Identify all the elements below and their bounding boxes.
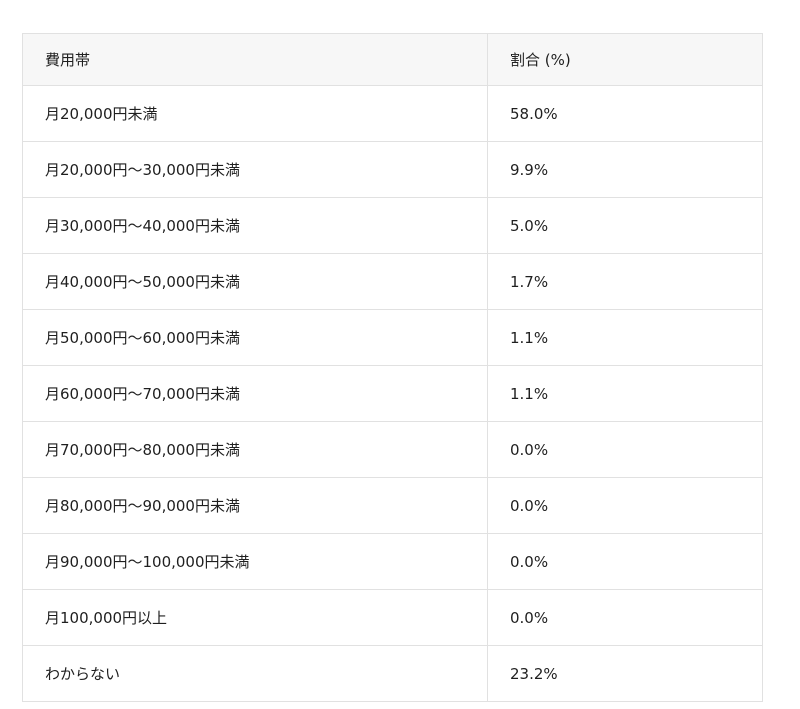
table-row: わからない 23.2%	[22, 645, 763, 702]
cost-band-cell: 月70,000円〜80,000円未満	[22, 421, 488, 478]
table-row: 月30,000円〜40,000円未満 5.0%	[22, 197, 763, 254]
percentage-cell: 0.0%	[487, 421, 763, 478]
percentage-cell: 0.0%	[487, 533, 763, 590]
percentage-cell: 5.0%	[487, 197, 763, 254]
cost-band-cell: 月20,000円未満	[22, 85, 488, 142]
table-body: 月20,000円未満 58.0% 月20,000円〜30,000円未満 9.9% 月30…	[22, 85, 763, 702]
percentage-cell: 1.1%	[487, 309, 763, 366]
cost-band-cell: 月40,000円〜50,000円未満	[22, 253, 488, 310]
percentage-cell: 9.9%	[487, 141, 763, 198]
percentage-cell: 1.1%	[487, 365, 763, 422]
table-row: 月90,000円〜100,000円未満 0.0%	[22, 533, 763, 590]
cost-band-cell: わからない	[22, 645, 488, 702]
table-header: 費用帯 割合 (%)	[22, 33, 763, 86]
cost-distribution-table: 費用帯 割合 (%) 月20,000円未満 58.0% 月20,000円〜30,00…	[22, 33, 763, 702]
table-row: 月50,000円〜60,000円未満 1.1%	[22, 309, 763, 366]
table-row: 月60,000円〜70,000円未満 1.1%	[22, 365, 763, 422]
table-row: 月100,000円以上 0.0%	[22, 589, 763, 646]
header-row: 費用帯 割合 (%)	[22, 33, 763, 86]
cost-band-cell: 月100,000円以上	[22, 589, 488, 646]
table-row: 月40,000円〜50,000円未満 1.7%	[22, 253, 763, 310]
percentage-cell: 0.0%	[487, 589, 763, 646]
column-header-percentage: 割合 (%)	[487, 33, 763, 86]
cost-band-cell: 月60,000円〜70,000円未満	[22, 365, 488, 422]
percentage-cell: 23.2%	[487, 645, 763, 702]
percentage-cell: 58.0%	[487, 85, 763, 142]
table-row: 月80,000円〜90,000円未満 0.0%	[22, 477, 763, 534]
table-row: 月20,000円未満 58.0%	[22, 85, 763, 142]
table-row: 月70,000円〜80,000円未満 0.0%	[22, 421, 763, 478]
percentage-cell: 0.0%	[487, 477, 763, 534]
cost-band-cell: 月30,000円〜40,000円未満	[22, 197, 488, 254]
cost-band-cell: 月80,000円〜90,000円未満	[22, 477, 488, 534]
percentage-cell: 1.7%	[487, 253, 763, 310]
table-row: 月20,000円〜30,000円未満 9.9%	[22, 141, 763, 198]
column-header-cost-band: 費用帯	[22, 33, 488, 86]
cost-band-cell: 月50,000円〜60,000円未満	[22, 309, 488, 366]
cost-band-cell: 月90,000円〜100,000円未満	[22, 533, 488, 590]
cost-band-cell: 月20,000円〜30,000円未満	[22, 141, 488, 198]
